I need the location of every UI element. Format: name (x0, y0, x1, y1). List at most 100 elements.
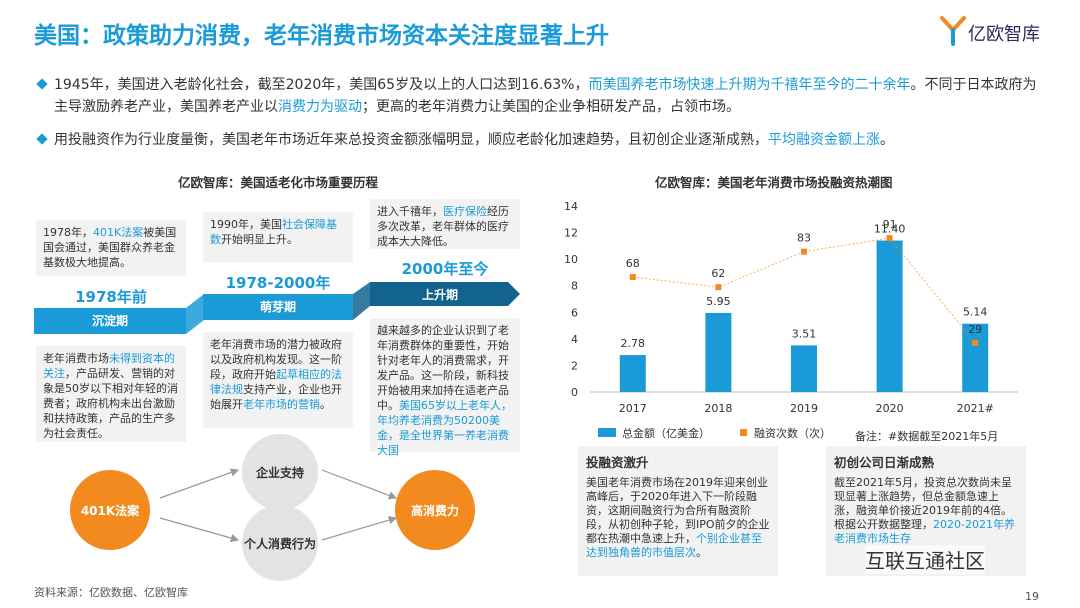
page-number: 19 (1025, 590, 1039, 603)
body-text: 被美国国会通过，美国群众养老金基数极大地提高。 (43, 226, 177, 269)
watermark: 互联互通社区 (865, 545, 985, 574)
count-value-label: 68 (626, 257, 640, 270)
highlight-text: 老年市场的营销 (243, 398, 320, 411)
flow-mid-top-label: 企业支持 (255, 465, 304, 480)
stage1-era: 1978年前 (75, 288, 147, 306)
card-financing-surge-body: 美国老年消费市场在2019年迎来创业高峰后，于2020年进入下一阶段融资，这期间… (586, 476, 770, 560)
source-note: 资料来源：亿欧数据、亿欧智库 (34, 586, 188, 599)
x-tick-label: 2018 (704, 402, 732, 415)
page-title: 美国：政策助力消费，老年消费市场资本关注度显著上升 (34, 23, 609, 49)
card-financing-surge: 投融资激升 美国老年消费市场在2019年迎来创业高峰后，于2020年进入下一阶段… (578, 446, 778, 576)
highlight-text: 消费力为驱动 (278, 99, 362, 115)
highlight-text: 平均融资金额上涨 (768, 132, 880, 148)
body-text: 支持产业，企业也开始展开 (210, 383, 342, 411)
body-text: 。 (696, 546, 707, 559)
stage2-phase: 萌芽期 (259, 300, 296, 314)
bar-value-label: 5.95 (706, 295, 731, 308)
stage3-bottom-box: 越来越多的企业认识到了老年消费群体的重要性，开始针对老年人的消费需求，开发产品。… (370, 318, 520, 457)
stage3-top-box: 进入千禧年，医疗保险经历多次改革，老年群体的医疗成本大大降低。 (370, 199, 520, 249)
flow-mid-top-circle: 企业支持 (242, 434, 318, 510)
logo: 亿欧智库 (940, 16, 1060, 46)
flow-arrow (159, 468, 240, 499)
bar (791, 345, 817, 392)
bar-value-label: 5.14 (963, 306, 988, 319)
body-text: 老年消费市场的潜力被政府以及政府机构发现。这一阶段，政府开始 (210, 338, 342, 381)
x-tick-label: 2021# (957, 402, 994, 415)
y-tick-label: 4 (571, 333, 578, 346)
highlight-text: 个别企业甚至达到独角兽的市值层次 (586, 532, 762, 559)
body-text: 1945年，美国进入老龄化社会，截至2020年，美国65岁及以上的人口达到16.… (54, 77, 589, 93)
flow-mid-bottom-circle: 个人消费行为 (242, 505, 318, 581)
count-point (629, 274, 636, 281)
body-text: 。不同于日本政府为主导激励养老产业，美国养老产业以 (54, 77, 1037, 115)
bar-value-label: 11.40 (874, 223, 906, 236)
y-tick-label: 12 (564, 227, 578, 240)
y-tick-label: 2 (571, 359, 578, 372)
highlight-text: 2020-2021年养老消费市场生存 (834, 518, 1015, 545)
diamond-bullet-icon (36, 133, 48, 145)
flow-end-label: 高消费力 (410, 503, 459, 518)
legend-line-swatch (740, 429, 747, 436)
body-text: 开始明显上升。 (221, 233, 298, 246)
count-point (715, 284, 722, 291)
stage3-phase: 上升期 (421, 288, 458, 302)
x-tick-label: 2020 (876, 402, 904, 415)
stage2-top-box: 1990年，美国社会保障基数开始明显上升。 (203, 212, 353, 262)
highlight-text: 美国65岁以上老年人，年均养老消费为50200美金，是全世界第一养老消费大国 (377, 399, 512, 457)
flow-connectors (159, 468, 398, 543)
y-tick-label: 14 (564, 200, 578, 213)
highlight-text: 未得到资本的关注 (43, 352, 175, 380)
bar (876, 240, 903, 392)
legend-bar-swatch (598, 428, 616, 437)
y-tick-label: 10 (564, 253, 578, 266)
stage2-step (353, 282, 370, 320)
bullet-2-text: 用投融资作为行业度量衡，美国老年市场近年来总投资金额涨幅明显，顺应老龄化加速趋势… (54, 129, 1048, 151)
chart-title: 亿欧智库：美国老年消费市场投融资热潮图 (655, 175, 893, 190)
body-text: 1978年， (43, 226, 93, 239)
flow-arrow (321, 469, 398, 500)
legend-line-label: 融资次数（次） (754, 426, 831, 440)
count-value-label: 83 (797, 232, 811, 245)
y-tick-label: 0 (571, 386, 578, 399)
stage2-bar (203, 294, 353, 320)
body-text: 用投融资作为行业度量衡，美国老年市场近年来总投资金额涨幅明显，顺应老龄化加速趋势… (54, 132, 768, 148)
highlight-text: 401K法案 (93, 226, 144, 239)
body-text: 1990年，美国 (210, 218, 282, 231)
body-text: 。 (320, 398, 331, 411)
y-tick-label: 6 (571, 306, 578, 319)
timeline-title: 亿欧智库：美国适老化市场重要历程 (178, 175, 379, 190)
stage2-era: 1978-2000年 (225, 274, 331, 292)
bar (705, 312, 732, 392)
card-startups-mature-title: 初创公司日渐成熟 (834, 455, 935, 470)
legend-bar-label: 总金额（亿美金） (622, 426, 710, 440)
x-tick-label: 2017 (619, 402, 647, 415)
stage3-arrow (370, 282, 520, 306)
body-text: 老年消费市场 (43, 352, 109, 365)
body-text: 越来越多的企业认识到了老年消费群体的重要性，开始针对老年人的消费需求，开发产品。… (377, 324, 509, 412)
stage1-bottom-box: 老年消费市场未得到资本的关注，产品研发、营销的对象是50岁以下相对年轻的消费者；… (36, 346, 186, 442)
flow-mid-bottom-label: 个人消费行为 (243, 536, 316, 551)
bar (962, 323, 989, 392)
diamond-bullet-icon (36, 78, 48, 90)
count-point (886, 235, 893, 242)
y-tick-label: 8 (571, 280, 578, 293)
stage2-bottom-box: 老年消费市场的潜力被政府以及政府机构发现。这一阶段，政府开始起草相应的法律法规支… (203, 332, 353, 428)
bullet-1: 1945年，美国进入老龄化社会，截至2020年，美国65岁及以上的人口达到16.… (36, 74, 1048, 118)
body-text: 进入千禧年， (377, 205, 443, 218)
bullet-1-text: 1945年，美国进入老龄化社会，截至2020年，美国65岁及以上的人口达到16.… (54, 74, 1048, 118)
logo-text: 亿欧智库 (968, 24, 1040, 45)
highlight-text: 医疗保险 (443, 205, 487, 218)
bar-value-label: 2.78 (621, 337, 646, 350)
investment-chart: 024681012142.7820175.9520183.51201911.40… (564, 200, 1018, 440)
stage3-era: 2000年至今 (401, 260, 489, 278)
count-point (972, 339, 979, 346)
count-value-label: 91 (883, 218, 897, 231)
body-text: ；更高的老年消费力让美国的企业争相研发产品，占领市场。 (362, 99, 740, 115)
stage1-phase: 沉淀期 (91, 314, 128, 328)
highlight-text: 起草相应的法律法规 (210, 368, 342, 396)
flow-start-label: 401K法案 (80, 503, 140, 518)
flow-arrow (321, 516, 398, 541)
flow-arrow (159, 517, 240, 543)
count-value-label: 29 (968, 323, 982, 336)
body-text: 截至2021年5月，投资总次数尚未呈现显著上涨趋势，但总金额急速上涨，融资单价接… (834, 476, 1012, 531)
